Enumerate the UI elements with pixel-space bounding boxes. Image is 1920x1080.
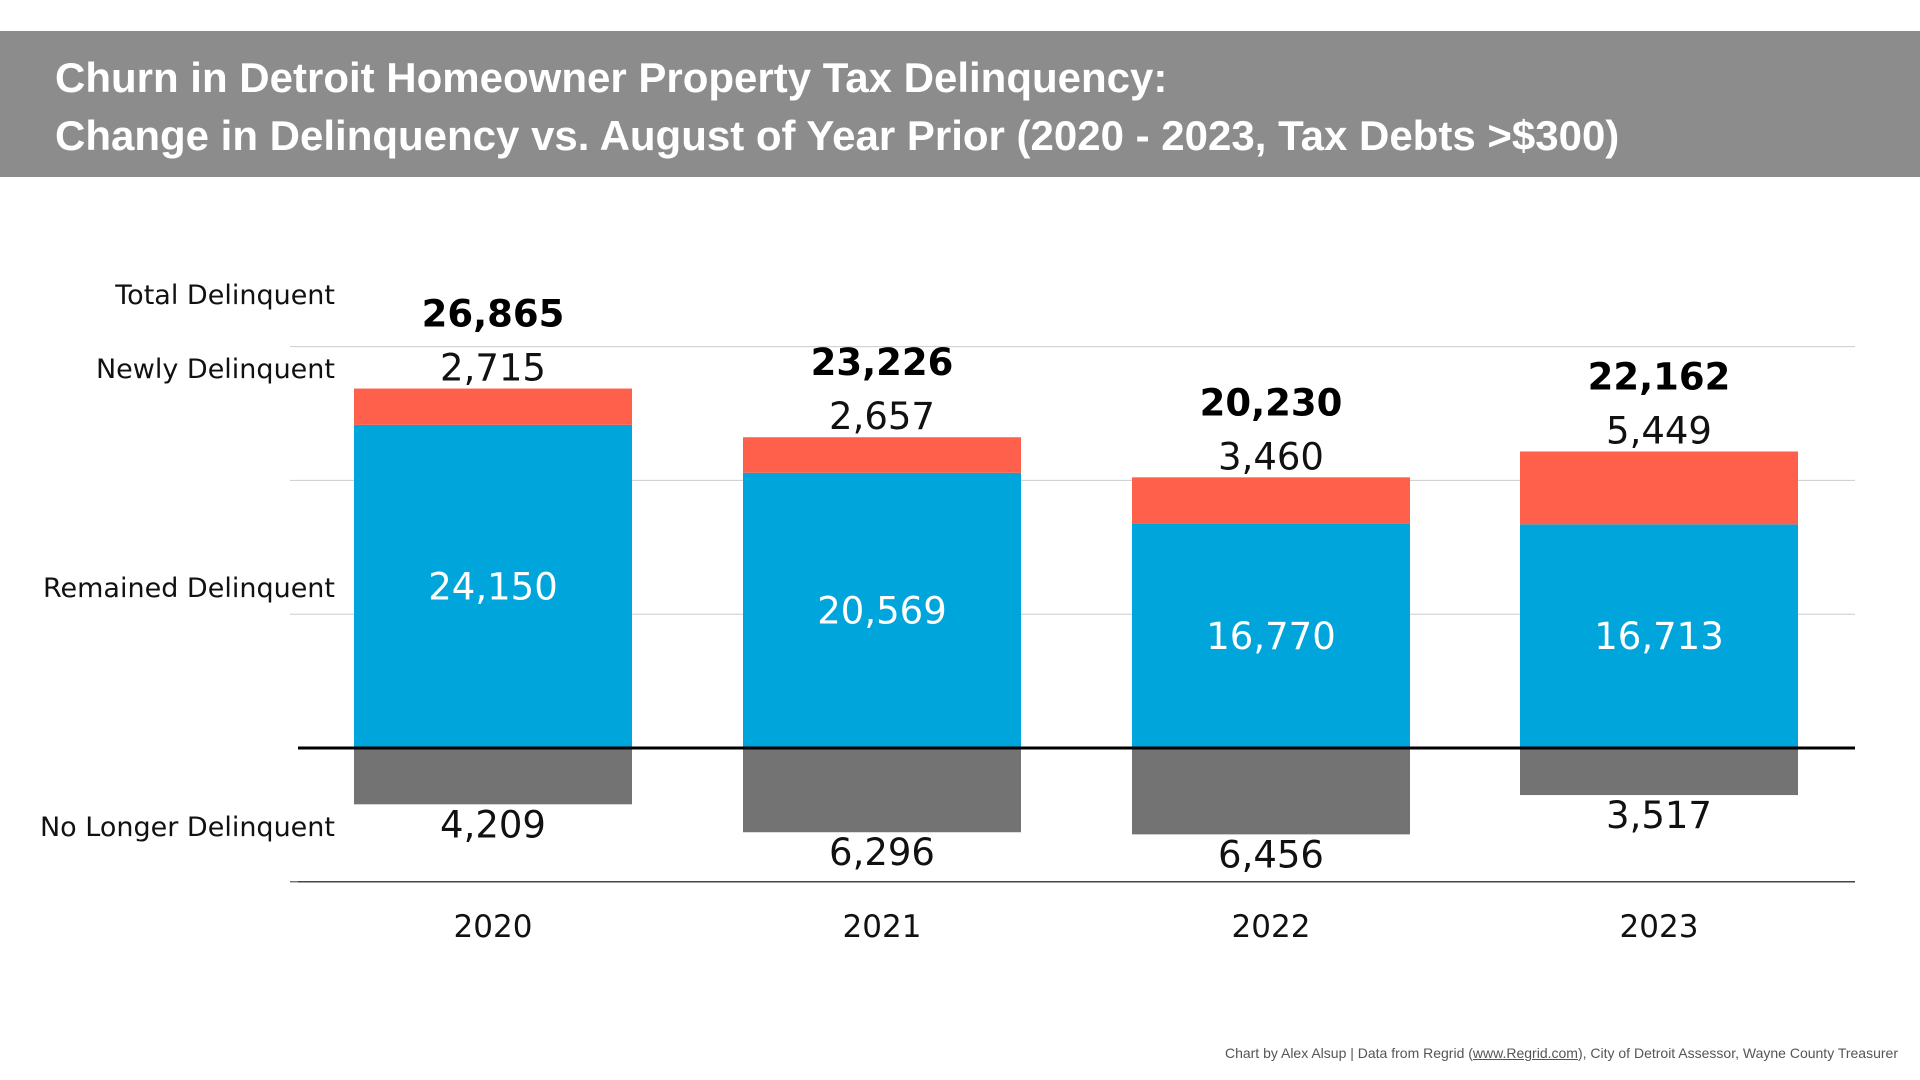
bar-no-longer bbox=[354, 748, 632, 805]
label-remained: 24,150 bbox=[428, 565, 557, 608]
bar-remained bbox=[1520, 524, 1798, 748]
bar-no-longer bbox=[1132, 748, 1410, 835]
row-label-total: Total Delinquent bbox=[114, 280, 335, 311]
row-label-newly: Newly Delinquent bbox=[96, 354, 335, 385]
label-newly: 3,460 bbox=[1218, 435, 1324, 478]
bar-no-longer bbox=[743, 748, 1021, 833]
chart-title-line-1: Churn in Detroit Homeowner Property Tax … bbox=[55, 54, 1168, 101]
bar-newly bbox=[1520, 451, 1798, 525]
category-label: 2021 bbox=[843, 909, 922, 945]
row-label-remained: Remained Delinquent bbox=[43, 573, 335, 604]
label-newly: 2,715 bbox=[440, 347, 546, 390]
label-remained: 16,713 bbox=[1594, 615, 1723, 658]
bar-remained bbox=[743, 472, 1021, 748]
bar-newly bbox=[743, 437, 1021, 473]
bar-newly bbox=[354, 388, 632, 425]
label-total: 23,226 bbox=[811, 341, 954, 384]
bar-newly bbox=[1132, 477, 1410, 524]
regrid-link[interactable]: www.Regrid.com bbox=[1472, 1045, 1578, 1061]
bar-remained bbox=[1132, 523, 1410, 748]
label-newly: 2,657 bbox=[829, 395, 935, 438]
credit-prefix: Chart by Alex Alsup | Data from Regrid ( bbox=[1224, 1045, 1473, 1061]
source-credit: Chart by Alex Alsup | Data from Regrid (… bbox=[1225, 1045, 1898, 1061]
category-label: 2020 bbox=[454, 909, 533, 945]
label-no-longer: 4,209 bbox=[440, 803, 546, 846]
chart-title-line-2: Change in Delinquency vs. August of Year… bbox=[55, 112, 1620, 159]
credit-suffix: ), City of Detroit Assessor, Wayne Count… bbox=[1577, 1045, 1898, 1061]
bar-no-longer bbox=[1520, 748, 1798, 796]
title-bar: Churn in Detroit Homeowner Property Tax … bbox=[0, 31, 1920, 177]
label-remained: 16,770 bbox=[1206, 615, 1335, 658]
label-total: 20,230 bbox=[1200, 381, 1343, 424]
label-remained: 20,569 bbox=[817, 589, 946, 632]
label-no-longer: 6,456 bbox=[1218, 833, 1324, 876]
category-label: 2023 bbox=[1620, 909, 1699, 945]
row-label-no-longer: No Longer Delinquent bbox=[40, 812, 335, 843]
label-total: 22,162 bbox=[1588, 355, 1731, 398]
category-label: 2022 bbox=[1232, 909, 1311, 945]
label-no-longer: 3,517 bbox=[1606, 794, 1712, 837]
label-total: 26,865 bbox=[422, 293, 565, 336]
label-newly: 5,449 bbox=[1606, 409, 1712, 452]
label-no-longer: 6,296 bbox=[829, 831, 935, 874]
bar-remained bbox=[354, 424, 632, 748]
